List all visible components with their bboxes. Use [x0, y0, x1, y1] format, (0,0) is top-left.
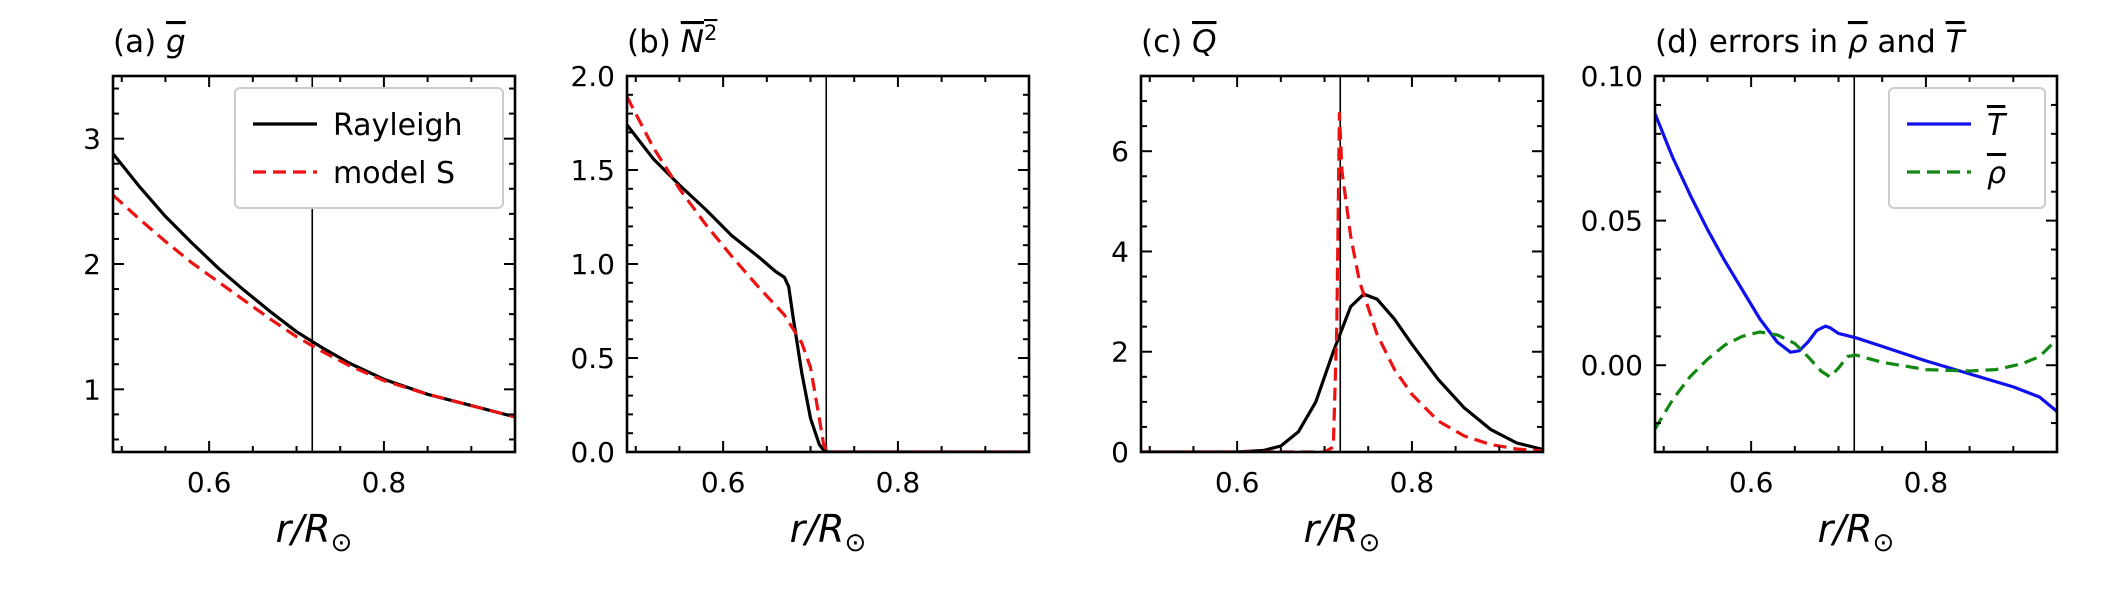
x-tick-label: 0.6: [1215, 466, 1260, 499]
xlabel-main: r/R: [276, 507, 331, 551]
y-tick-label: 0: [1111, 436, 1129, 469]
legend-label-2: ρ: [1987, 156, 2006, 191]
y-tick-label: 0.05: [1581, 205, 1643, 238]
title-prefix: (c): [1141, 24, 1192, 60]
title-prefix: (a): [113, 24, 166, 60]
xlabel-subscript: ⊙: [1359, 528, 1381, 558]
series-group: [1655, 113, 2057, 430]
xlabel-main: r/R: [1818, 507, 1873, 551]
legend: Rayleigh model S: [234, 87, 504, 209]
legend-label-text: ρ: [1987, 156, 2006, 191]
y-tick-label: 0.10: [1581, 60, 1643, 93]
series-line-2: [1655, 330, 2057, 430]
y-tick-label: 4: [1111, 235, 1129, 268]
x-axis-label: r/R⊙: [1818, 507, 1895, 558]
panel-d: 0.6 0.80.000.050.10(d) errors in ρ and Tr…: [1581, 24, 2059, 558]
x-tick-label: 0.8: [876, 466, 921, 499]
legend-label-2: model S: [333, 156, 455, 191]
y-tick-label: 0.00: [1581, 349, 1643, 382]
title-variable: N: [681, 24, 704, 60]
title-prefix: (b): [627, 24, 681, 60]
y-tick-label: 2.0: [570, 60, 615, 93]
panel-title: (b) N2: [627, 21, 717, 60]
series-line-2: [1141, 111, 1543, 452]
panel-b: 0.6 0.8 0.0 0.5 1.0 1.5 2.0 (b) N2 r/R⊙: [570, 21, 1031, 558]
panel-title: (d) errors in ρ and T: [1655, 24, 1967, 60]
title-variable: Q: [1192, 24, 1216, 60]
title-prefix: (d) errors in: [1655, 24, 1848, 60]
legend: Tρ: [1888, 87, 2046, 209]
axes-frame: [1139, 74, 1545, 454]
legend-label-1: T: [1987, 108, 2008, 143]
x-tick-label: 0.8: [362, 466, 407, 499]
title-variable: T: [1946, 24, 1967, 60]
y-tick-label: 0.5: [570, 342, 615, 375]
x-tick-label: 0.8: [1904, 466, 1949, 499]
y-tick-label: 2: [1111, 336, 1129, 369]
legend-label-1: Rayleigh: [333, 108, 463, 143]
series-group: [113, 152, 515, 419]
series-group: [627, 95, 1029, 452]
series-line-2: [113, 193, 515, 419]
x-axis-label: r/R⊙: [276, 507, 353, 558]
legend-label-text: T: [1987, 108, 2008, 143]
panel-title: (a) g: [113, 24, 186, 60]
panel-title: (c) Q: [1141, 24, 1217, 60]
xlabel-main: r/R: [790, 507, 845, 551]
legend-label-text: Rayleigh: [333, 108, 463, 143]
x-axis-label: r/R⊙: [790, 507, 867, 558]
legend-frame: [1888, 87, 2046, 209]
axes-frame: [625, 74, 1031, 454]
y-tick-label: 0.0: [570, 436, 615, 469]
x-tick-label: 0.6: [1729, 466, 1774, 499]
axes-frame: [1653, 74, 2059, 454]
y-tick-label: 2: [83, 248, 101, 281]
series-line-1: [627, 123, 1029, 452]
xlabel-subscript: ⊙: [1873, 528, 1895, 558]
x-axis-label: r/R⊙: [1304, 507, 1381, 558]
title-variable: g: [166, 24, 186, 60]
x-tick-label: 0.6: [701, 466, 746, 499]
panel-a: 0.6 0.8 1 2 3 (a) g r/R⊙ Rayleigh model S: [83, 24, 517, 558]
legend-label-text: model S: [333, 156, 455, 191]
title-variable: ρ: [1848, 24, 1868, 60]
series-line-1: [1655, 113, 2057, 413]
x-tick-label: 0.6: [187, 466, 232, 499]
axes-frame: [111, 74, 517, 454]
series-line-1: [1141, 292, 1543, 452]
y-tick-label: 1.0: [570, 248, 615, 281]
xlabel-main: r/R: [1304, 507, 1359, 551]
legend-frame: [234, 87, 504, 209]
y-tick-label: 1: [83, 373, 101, 406]
y-tick-label: 6: [1111, 135, 1129, 168]
title-superscript: 2: [704, 21, 717, 45]
title-mid: and: [1868, 24, 1946, 60]
x-tick-label: 0.8: [1390, 466, 1435, 499]
series-group: [1141, 111, 1543, 452]
y-tick-label: 3: [83, 123, 101, 156]
y-tick-label: 1.5: [570, 154, 615, 187]
series-line-2: [627, 95, 1029, 452]
xlabel-subscript: ⊙: [845, 528, 867, 558]
xlabel-subscript: ⊙: [331, 528, 353, 558]
